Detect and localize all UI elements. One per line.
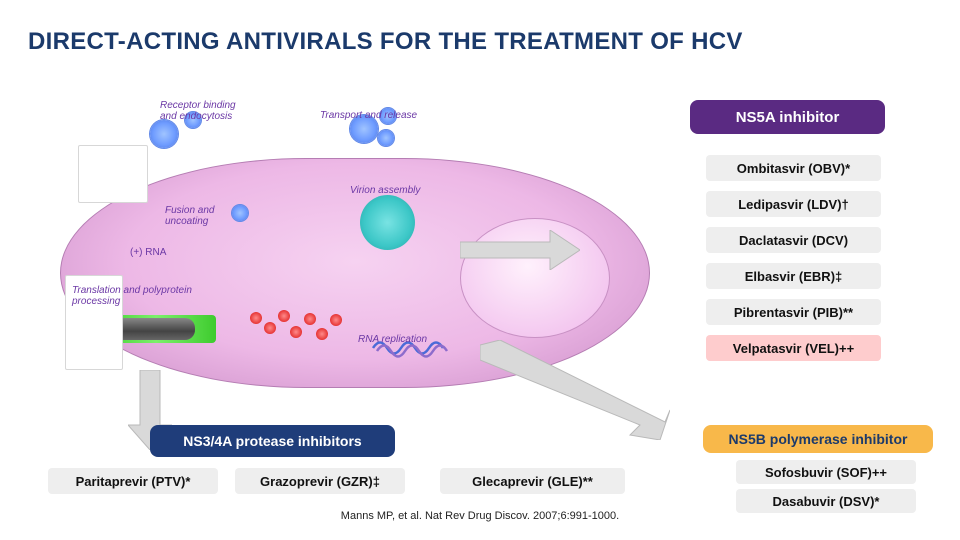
- dot-icon: [250, 312, 262, 324]
- label-virion: Virion assembly: [350, 185, 440, 196]
- dot-icon: [304, 313, 316, 325]
- ns5b-drug-pill: Sofosbuvir (SOF)++: [736, 460, 916, 484]
- ns5a-drug-pill: Ledipasvir (LDV)†: [706, 191, 881, 217]
- protease-drug-pill: Glecaprevir (GLE)**: [440, 468, 625, 494]
- dot-icon: [278, 310, 290, 322]
- virion-assembly: [360, 195, 415, 250]
- protease-header: NS3/4A protease inhibitors: [150, 425, 395, 457]
- ns5a-drug-pill: Elbasvir (EBR)‡: [706, 263, 881, 289]
- arrow-right-icon: [460, 230, 580, 270]
- page-title: DIRECT-ACTING ANTIVIRALS FOR THE TREATME…: [28, 28, 743, 56]
- label-transport: Transport and release: [320, 110, 460, 121]
- ns5a-drug-pill: Pibrentasvir (PIB)**: [706, 299, 881, 325]
- arrow-diag-icon: [480, 340, 670, 440]
- dot-icon: [316, 328, 328, 340]
- ns5a-drug-pill: Daclatasvir (DCV): [706, 227, 881, 253]
- label-rna-rep: RNA replication: [358, 334, 448, 345]
- label-receptor: Receptor binding and endocytosis: [160, 100, 280, 122]
- virus-icon: [150, 120, 178, 148]
- ns5a-drug-pill: Velpatasvir (VEL)++: [706, 335, 881, 361]
- ns5a-drug-pill: Ombitasvir (OBV)*: [706, 155, 881, 181]
- dot-icon: [290, 326, 302, 338]
- ns5b-header-label: NS5B polymerase inhibitor: [729, 431, 908, 447]
- cell-diagram: Receptor binding and endocytosis Transpo…: [60, 90, 650, 390]
- white-callout: [78, 145, 148, 203]
- ns5a-header: NS5A inhibitor: [690, 100, 885, 134]
- virus-icon: [378, 130, 394, 146]
- ns5b-header: NS5B polymerase inhibitor: [703, 425, 933, 453]
- protease-drug-pill: Grazoprevir (GZR)‡: [235, 468, 405, 494]
- protease-drug-pill: Paritaprevir (PTV)*: [48, 468, 218, 494]
- dot-icon: [264, 322, 276, 334]
- label-plus-rna: (+) RNA: [130, 247, 166, 258]
- ns5a-header-label: NS5A inhibitor: [736, 109, 840, 126]
- dot-icon: [330, 314, 342, 326]
- citation: Manns MP, et al. Nat Rev Drug Discov. 20…: [0, 510, 960, 522]
- label-translation: Translation and polyprotein processing: [72, 285, 222, 307]
- label-fusion: Fusion and uncoating: [165, 205, 245, 227]
- protease-header-label: NS3/4A protease inhibitors: [183, 433, 361, 449]
